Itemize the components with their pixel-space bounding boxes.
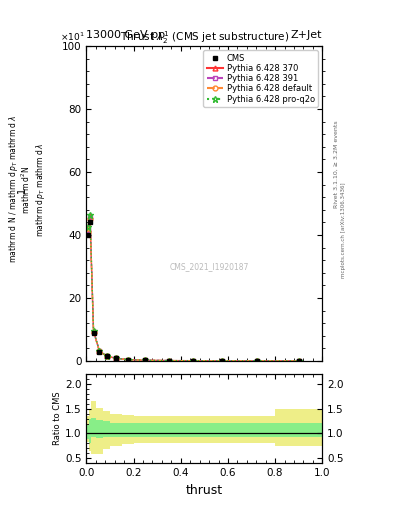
Text: Z+Jet: Z+Jet xyxy=(291,30,322,40)
Text: mathrm d N / mathrm d$\,p_T$ mathrm d$\,\lambda$: mathrm d N / mathrm d$\,p_T$ mathrm d$\,… xyxy=(7,116,20,263)
X-axis label: thrust: thrust xyxy=(186,484,223,497)
Text: 1: 1 xyxy=(17,186,27,193)
Text: CMS_2021_I1920187: CMS_2021_I1920187 xyxy=(169,262,249,271)
Title: Thrust $\lambda_2^1$ (CMS jet substructure): Thrust $\lambda_2^1$ (CMS jet substructu… xyxy=(119,29,289,46)
Text: mcplots.cern.ch [arXiv:1306.3436]: mcplots.cern.ch [arXiv:1306.3436] xyxy=(342,183,346,278)
Y-axis label: Ratio to CMS: Ratio to CMS xyxy=(53,392,62,445)
Text: mathrm d$^2$N
mathrm d$\,p_T$ mathrm d$\,\lambda$: mathrm d$^2$N mathrm d$\,p_T$ mathrm d$\… xyxy=(20,142,47,237)
Text: 13000 GeV pp: 13000 GeV pp xyxy=(86,30,165,40)
Text: $\times 10^1$: $\times 10^1$ xyxy=(59,31,84,43)
Text: Rivet 3.1.10, ≥ 3.2M events: Rivet 3.1.10, ≥ 3.2M events xyxy=(334,120,338,208)
Legend: CMS, Pythia 6.428 370, Pythia 6.428 391, Pythia 6.428 default, Pythia 6.428 pro-: CMS, Pythia 6.428 370, Pythia 6.428 391,… xyxy=(203,50,318,107)
